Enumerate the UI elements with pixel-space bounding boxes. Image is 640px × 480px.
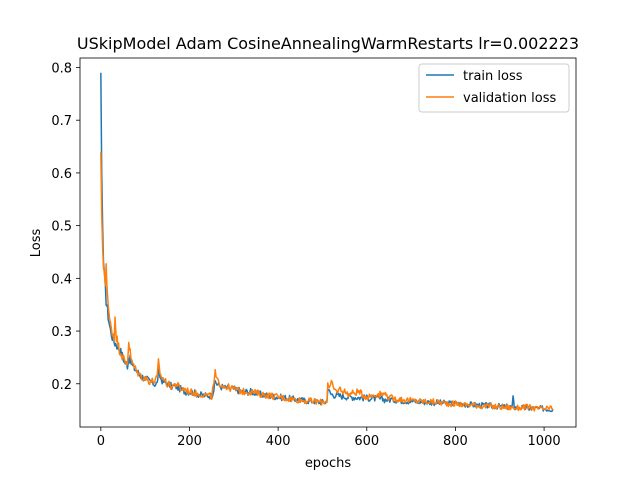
axes-frame [79, 57, 577, 428]
y-tick-label: 0.5 [51, 220, 72, 235]
x-tick-label: 200 [177, 434, 202, 449]
legend-label-validation-loss: validation loss [463, 91, 556, 106]
legend: train loss validation loss [418, 63, 570, 113]
x-tick-label: 400 [266, 434, 291, 449]
x-axis: 0 200 400 600 800 1000 [97, 427, 561, 449]
y-tick-label: 0.7 [51, 114, 72, 129]
y-tick-label: 0.3 [51, 325, 72, 340]
y-axis-label: Loss [29, 229, 44, 258]
legend-box [418, 63, 570, 113]
x-tick-label: 800 [443, 434, 468, 449]
x-tick-label: 0 [97, 434, 105, 449]
plot-area [79, 57, 577, 428]
x-axis-label: epochs [305, 456, 352, 471]
y-tick-label: 0.6 [51, 167, 72, 182]
y-tick-label: 0.2 [51, 378, 72, 393]
x-tick-label: 1000 [528, 434, 561, 449]
y-axis: 0.2 0.3 0.4 0.5 0.6 0.7 0.8 [51, 61, 80, 393]
x-tick-label: 600 [354, 434, 379, 449]
y-tick-label: 0.4 [51, 272, 72, 287]
y-tick-label: 0.8 [51, 61, 72, 76]
series-layer [100, 72, 554, 413]
series-line-validation-loss [100, 151, 553, 412]
chart-title: USkipModel Adam CosineAnnealingWarmResta… [77, 34, 579, 53]
legend-label-train-loss: train loss [463, 69, 523, 84]
